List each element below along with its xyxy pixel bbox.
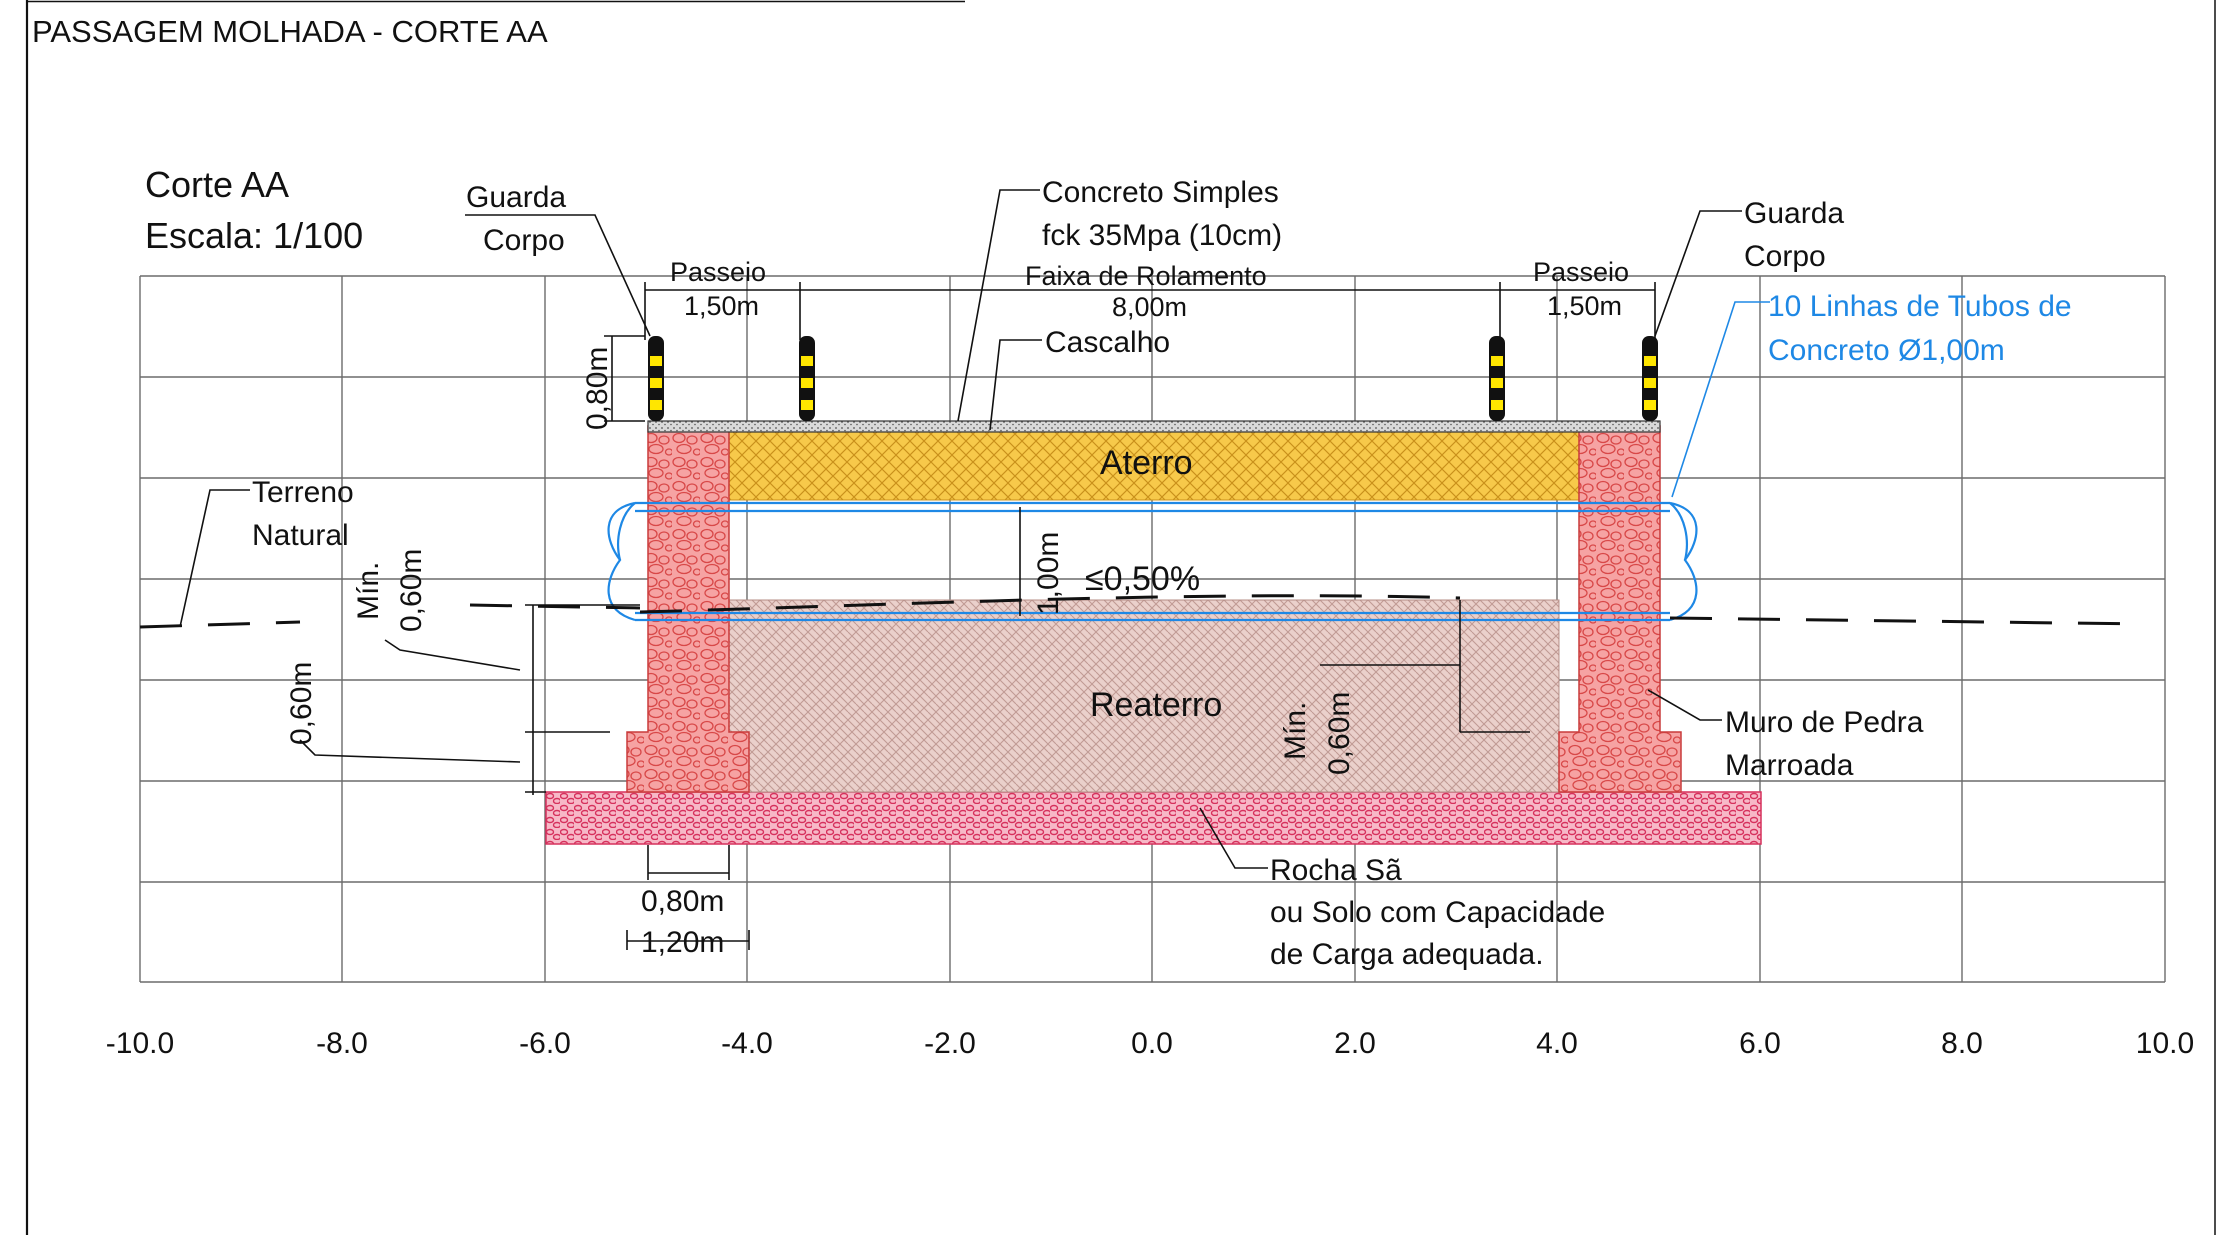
x-tick-label: -6.0 bbox=[519, 1027, 571, 1060]
x-axis-labels: -10.0 -8.0 -6.0 -4.0 -2.0 0.0 2.0 4.0 6.… bbox=[106, 1027, 2194, 1060]
leader-tubos bbox=[1671, 301, 1770, 498]
post-stripe bbox=[801, 400, 813, 410]
left-masonry-wall bbox=[626, 425, 750, 793]
x-tick-label: 10.0 bbox=[2136, 1027, 2194, 1060]
post-stripe bbox=[650, 378, 662, 388]
natural-terrain-line bbox=[139, 603, 2146, 629]
label-passeio-left-2: 1,50m bbox=[684, 291, 759, 321]
slope-line bbox=[639, 594, 1461, 614]
labels: Guarda Corpo Concreto Simples fck 35Mpa … bbox=[252, 176, 2072, 971]
section-name: Corte AA bbox=[145, 164, 289, 205]
leader-lines bbox=[179, 189, 1742, 869]
guard-post bbox=[1489, 336, 1505, 421]
label-terreno-2: Natural bbox=[252, 519, 349, 552]
post-stripe bbox=[1491, 356, 1503, 366]
x-tick-label: 6.0 bbox=[1739, 1027, 1781, 1060]
label-guarda-left-1: Guarda bbox=[466, 181, 566, 214]
label-tube-dim: 1,00m bbox=[1032, 532, 1065, 615]
label-reaterro: Reaterro bbox=[1090, 686, 1222, 724]
guard-post bbox=[648, 336, 664, 421]
leader-rocha bbox=[1199, 807, 1268, 869]
label-faixa-2: 8,00m bbox=[1112, 292, 1187, 322]
concrete-pavement bbox=[647, 420, 1661, 433]
post-stripe bbox=[1491, 378, 1503, 388]
leader-cascalho bbox=[989, 339, 1042, 431]
leader-min-left bbox=[384, 639, 521, 671]
label-concreto-1: Concreto Simples bbox=[1042, 176, 1279, 209]
x-tick-label: 8.0 bbox=[1941, 1027, 1983, 1060]
label-wall-width: 0,80m bbox=[641, 885, 724, 918]
label-passeio-right-1: Passeio bbox=[1533, 257, 1629, 287]
leader-guarda-right bbox=[1654, 210, 1742, 337]
label-rocha-3: de Carga adequada. bbox=[1270, 938, 1544, 971]
leader-terreno bbox=[179, 489, 250, 628]
post-stripe bbox=[650, 400, 662, 410]
guard-post bbox=[799, 336, 815, 421]
label-muro-2: Marroada bbox=[1725, 749, 1854, 782]
x-tick-label: -2.0 bbox=[924, 1027, 976, 1060]
post-stripe bbox=[650, 356, 662, 366]
label-concreto-2: fck 35Mpa (10cm) bbox=[1042, 219, 1282, 252]
label-slope: ≤0,50% bbox=[1085, 560, 1200, 598]
aterro-fill bbox=[728, 431, 1580, 501]
post-stripe bbox=[1491, 400, 1503, 410]
label-found-depth: 0,60m bbox=[285, 662, 318, 745]
label-min-1: Mín. bbox=[352, 562, 385, 620]
sheet-title: PASSAGEM MOLHADA - CORTE AA bbox=[32, 14, 548, 49]
label-rocha-1: Rocha Sã bbox=[1270, 854, 1402, 887]
label-footing-width: 1,20m bbox=[641, 926, 724, 959]
post-stripe bbox=[1644, 356, 1656, 366]
x-tick-label: 2.0 bbox=[1334, 1027, 1376, 1060]
label-faixa-1: Faixa de Rolamento bbox=[1025, 261, 1267, 291]
x-tick-label: 4.0 bbox=[1536, 1027, 1578, 1060]
label-min-2: Mín. bbox=[1279, 702, 1312, 760]
tube-left-end-inner bbox=[617, 502, 636, 561]
guard-post bbox=[1642, 336, 1658, 421]
post-stripe bbox=[801, 378, 813, 388]
label-post-height: 0,80m bbox=[581, 347, 614, 430]
tube-right-end-inner bbox=[1669, 502, 1688, 561]
reaterro-fill bbox=[728, 599, 1560, 793]
x-tick-label: 0.0 bbox=[1131, 1027, 1173, 1060]
section-scale: Escala: 1/100 bbox=[145, 215, 363, 256]
leader-concreto bbox=[957, 189, 1040, 422]
rock-foundation bbox=[545, 791, 1762, 845]
label-guarda-left-2: Corpo bbox=[483, 224, 565, 257]
label-guarda-right-2: Corpo bbox=[1744, 240, 1826, 273]
post-stripe bbox=[1644, 378, 1656, 388]
right-masonry-wall bbox=[1558, 425, 1682, 793]
x-tick-label: -8.0 bbox=[316, 1027, 368, 1060]
label-min-2-val: 0,60m bbox=[1323, 692, 1356, 775]
label-min-1-val: 0,60m bbox=[395, 549, 428, 632]
label-aterro: Aterro bbox=[1100, 444, 1193, 482]
leader-muro bbox=[1647, 689, 1722, 721]
x-tick-label: -10.0 bbox=[106, 1027, 174, 1060]
guard-posts bbox=[648, 336, 1658, 421]
label-muro-1: Muro de Pedra bbox=[1725, 706, 1924, 739]
label-cascalho: Cascalho bbox=[1045, 326, 1170, 359]
label-passeio-right-2: 1,50m bbox=[1547, 291, 1622, 321]
label-passeio-left-1: Passeio bbox=[670, 257, 766, 287]
label-rocha-2: ou Solo com Capacidade bbox=[1270, 896, 1605, 929]
leader-found-depth bbox=[299, 739, 521, 763]
label-terreno-1: Terreno bbox=[252, 476, 354, 509]
x-tick-label: -4.0 bbox=[721, 1027, 773, 1060]
post-stripe bbox=[1644, 400, 1656, 410]
label-tubos-2: Concreto Ø1,00m bbox=[1768, 334, 2005, 367]
post-stripe bbox=[801, 356, 813, 366]
label-guarda-right-1: Guarda bbox=[1744, 197, 1844, 230]
dimension-lines bbox=[525, 282, 1656, 950]
label-tubos-1: 10 Linhas de Tubos de bbox=[1768, 290, 2072, 323]
leader-guarda-left bbox=[465, 214, 651, 337]
